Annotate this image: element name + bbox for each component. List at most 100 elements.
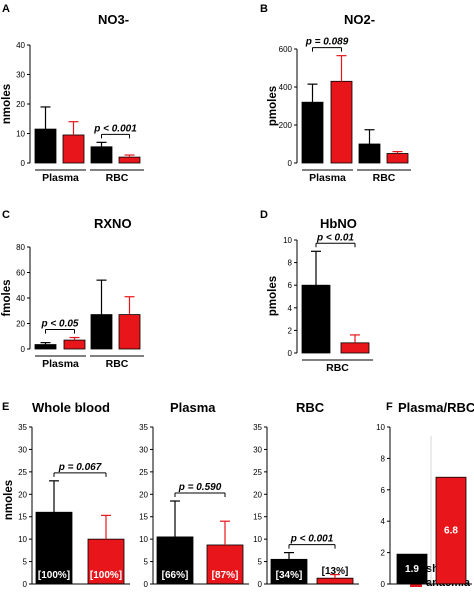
chart-title-rbc: RBC [296,400,325,415]
chart-title-whole-blood: Whole blood [32,400,110,415]
chart2-y-tick-label-2: 40 [16,294,25,303]
chart0-y-tick-label-4: 40 [16,41,25,50]
chart5-y-tick-label-4: 20 [139,490,148,499]
chart2-bar-sham-1 [90,314,113,350]
chart-title-no2: NO2- [344,12,375,27]
chart1-y-tick-label-2: 400 [279,83,293,92]
chart-title-hbno: HbNO [320,216,357,231]
chart-title-plasma-rbc: Plasma/RBC [398,400,474,415]
chart5-y-tick-label-0: 0 [144,580,149,589]
chart0-group-label-1: RBC [106,172,129,184]
panel-letter-f: F [386,401,393,413]
chart0-y-tick-label-0: 0 [21,159,26,168]
chart6-y-tick-label-4: 20 [253,490,262,499]
chart6-y-tick-label-2: 10 [253,535,262,544]
chart6-y-tick-label-1: 5 [258,558,263,567]
chart6-y-tick-label-5: 25 [253,468,262,477]
chart2-bar-anaemia-0 [63,339,86,350]
chart2-group-label-0: Plasma [42,358,79,370]
chart5-data-label-sham: [66%] [162,570,189,581]
panel-letter-e: E [2,401,9,413]
chart5-y-tick-label-1: 5 [144,558,149,567]
chart3-y-tick-label-0: 0 [288,349,293,358]
chart0-sig-label-0: p < 0.001 [93,123,137,134]
chart4-y-tick-label-0: 0 [23,580,28,589]
chart1-y-tick-label-0: 0 [288,159,293,168]
chart-title-no3: NO3- [98,12,129,27]
chart2-y-axis-title: fmoles [1,279,13,316]
chart3-group-label-0: RBC [326,362,349,374]
chart3-y-tick-label-3: 6 [288,281,293,290]
chart2-y-tick-label-3: 60 [16,269,25,278]
chart6-y-tick-label-6: 30 [253,445,262,454]
chart3-y-tick-label-1: 2 [288,326,293,335]
chart4-data-label-sham: [100%] [38,570,70,581]
chart0-group-label-0: Plasma [42,172,79,184]
chart4-bar-sham-0 [35,511,73,585]
chart1-y-tick-label-3: 600 [279,45,293,54]
chart0-y-axis-title: nmoles [1,84,13,124]
chart3-sig-label-0: p < 0.01 [316,232,354,243]
chart6-data-label-anaemia: [13%] [322,566,349,577]
chart4-y-tick-label-6: 30 [18,445,27,454]
chart4-y-tick-label-7: 35 [18,423,27,432]
chart0-y-tick-label-1: 10 [16,130,25,139]
chart0-bar-sham-0 [34,128,57,164]
chart6-y-tick-label-7: 35 [253,423,262,432]
chart5-data-label-anaemia: [87%] [212,570,239,581]
chart7-y-tick-label-0: 0 [381,580,386,589]
chart3-y-tick-label-2: 4 [288,304,293,313]
panel-letter-c: C [2,209,10,221]
chart0-bar-anaemia-0 [62,134,85,164]
chart5-y-tick-label-7: 35 [139,423,148,432]
chart4-y-tick-label-3: 15 [18,513,27,522]
chart4-data-label-anaemia: [100%] [90,570,122,581]
chart1-bar-sham-1 [358,143,381,164]
chart7-y-tick-label-4: 8 [381,454,386,463]
panel-letter-b: B [260,3,268,15]
chart5-bar-anaemia-0 [206,544,244,585]
chart4-y-tick-label-4: 20 [18,490,27,499]
chart2-y-tick-label-4: 80 [16,243,25,252]
chart1-sig-label-0: p = 0.089 [305,37,349,48]
chart6-bar-anaemia-0 [316,577,354,585]
chart0-bar-anaemia-1 [118,156,141,164]
chart4-y-tick-label-5: 25 [18,468,27,477]
chart7-y-tick-label-5: 10 [376,423,385,432]
chart3-bar-sham-0 [301,284,331,354]
chart3-y-axis-title: pmoles [267,276,279,316]
chart4-bar-anaemia-0 [87,538,125,585]
chart5-sig-label-0: p = 0.590 [178,482,222,493]
chart1-bar-anaemia-0 [330,80,353,164]
chart2-group-label-1: RBC [106,358,129,370]
chart1-group-label-1: RBC [373,172,396,184]
chart4-y-tick-label-2: 10 [18,535,27,544]
chart2-bar-anaemia-1 [118,314,141,350]
chart2-y-tick-label-1: 20 [16,320,25,329]
chart-title-plasma: Plasma [170,400,216,415]
chart7-data-label-sham: 1.9 [405,564,419,575]
chart5-y-tick-label-2: 10 [139,535,148,544]
chart6-data-label-sham: [34%] [276,570,303,581]
panel-letter-a: A [2,3,10,15]
chart1-y-tick-label-1: 200 [279,121,293,130]
chart5-y-tick-label-3: 15 [139,513,148,522]
chart1-y-axis-title: pmoles [267,86,279,126]
chart5-y-tick-label-6: 30 [139,445,148,454]
chart4-y-axis-title: nmoles [3,480,15,520]
chart6-sig-label-0: p < 0.001 [290,534,334,545]
chart2-y-tick-label-0: 0 [21,345,26,354]
chart0-y-tick-label-3: 30 [16,71,25,80]
chart7-y-tick-label-1: 2 [381,549,386,558]
chart3-y-tick-label-4: 8 [288,259,293,268]
chart3-bar-anaemia-0 [340,342,370,354]
chart7-y-tick-label-2: 4 [381,517,386,526]
chart2-sig-label-0: p < 0.05 [41,319,79,330]
chart0-y-tick-label-2: 20 [16,100,25,109]
chart3-y-tick-label-5: 10 [283,236,292,245]
chart6-bar-sham-0 [270,558,308,585]
chart1-bar-sham-0 [301,101,324,164]
chart6-y-tick-label-0: 0 [258,580,263,589]
chart1-bar-anaemia-1 [386,153,409,164]
